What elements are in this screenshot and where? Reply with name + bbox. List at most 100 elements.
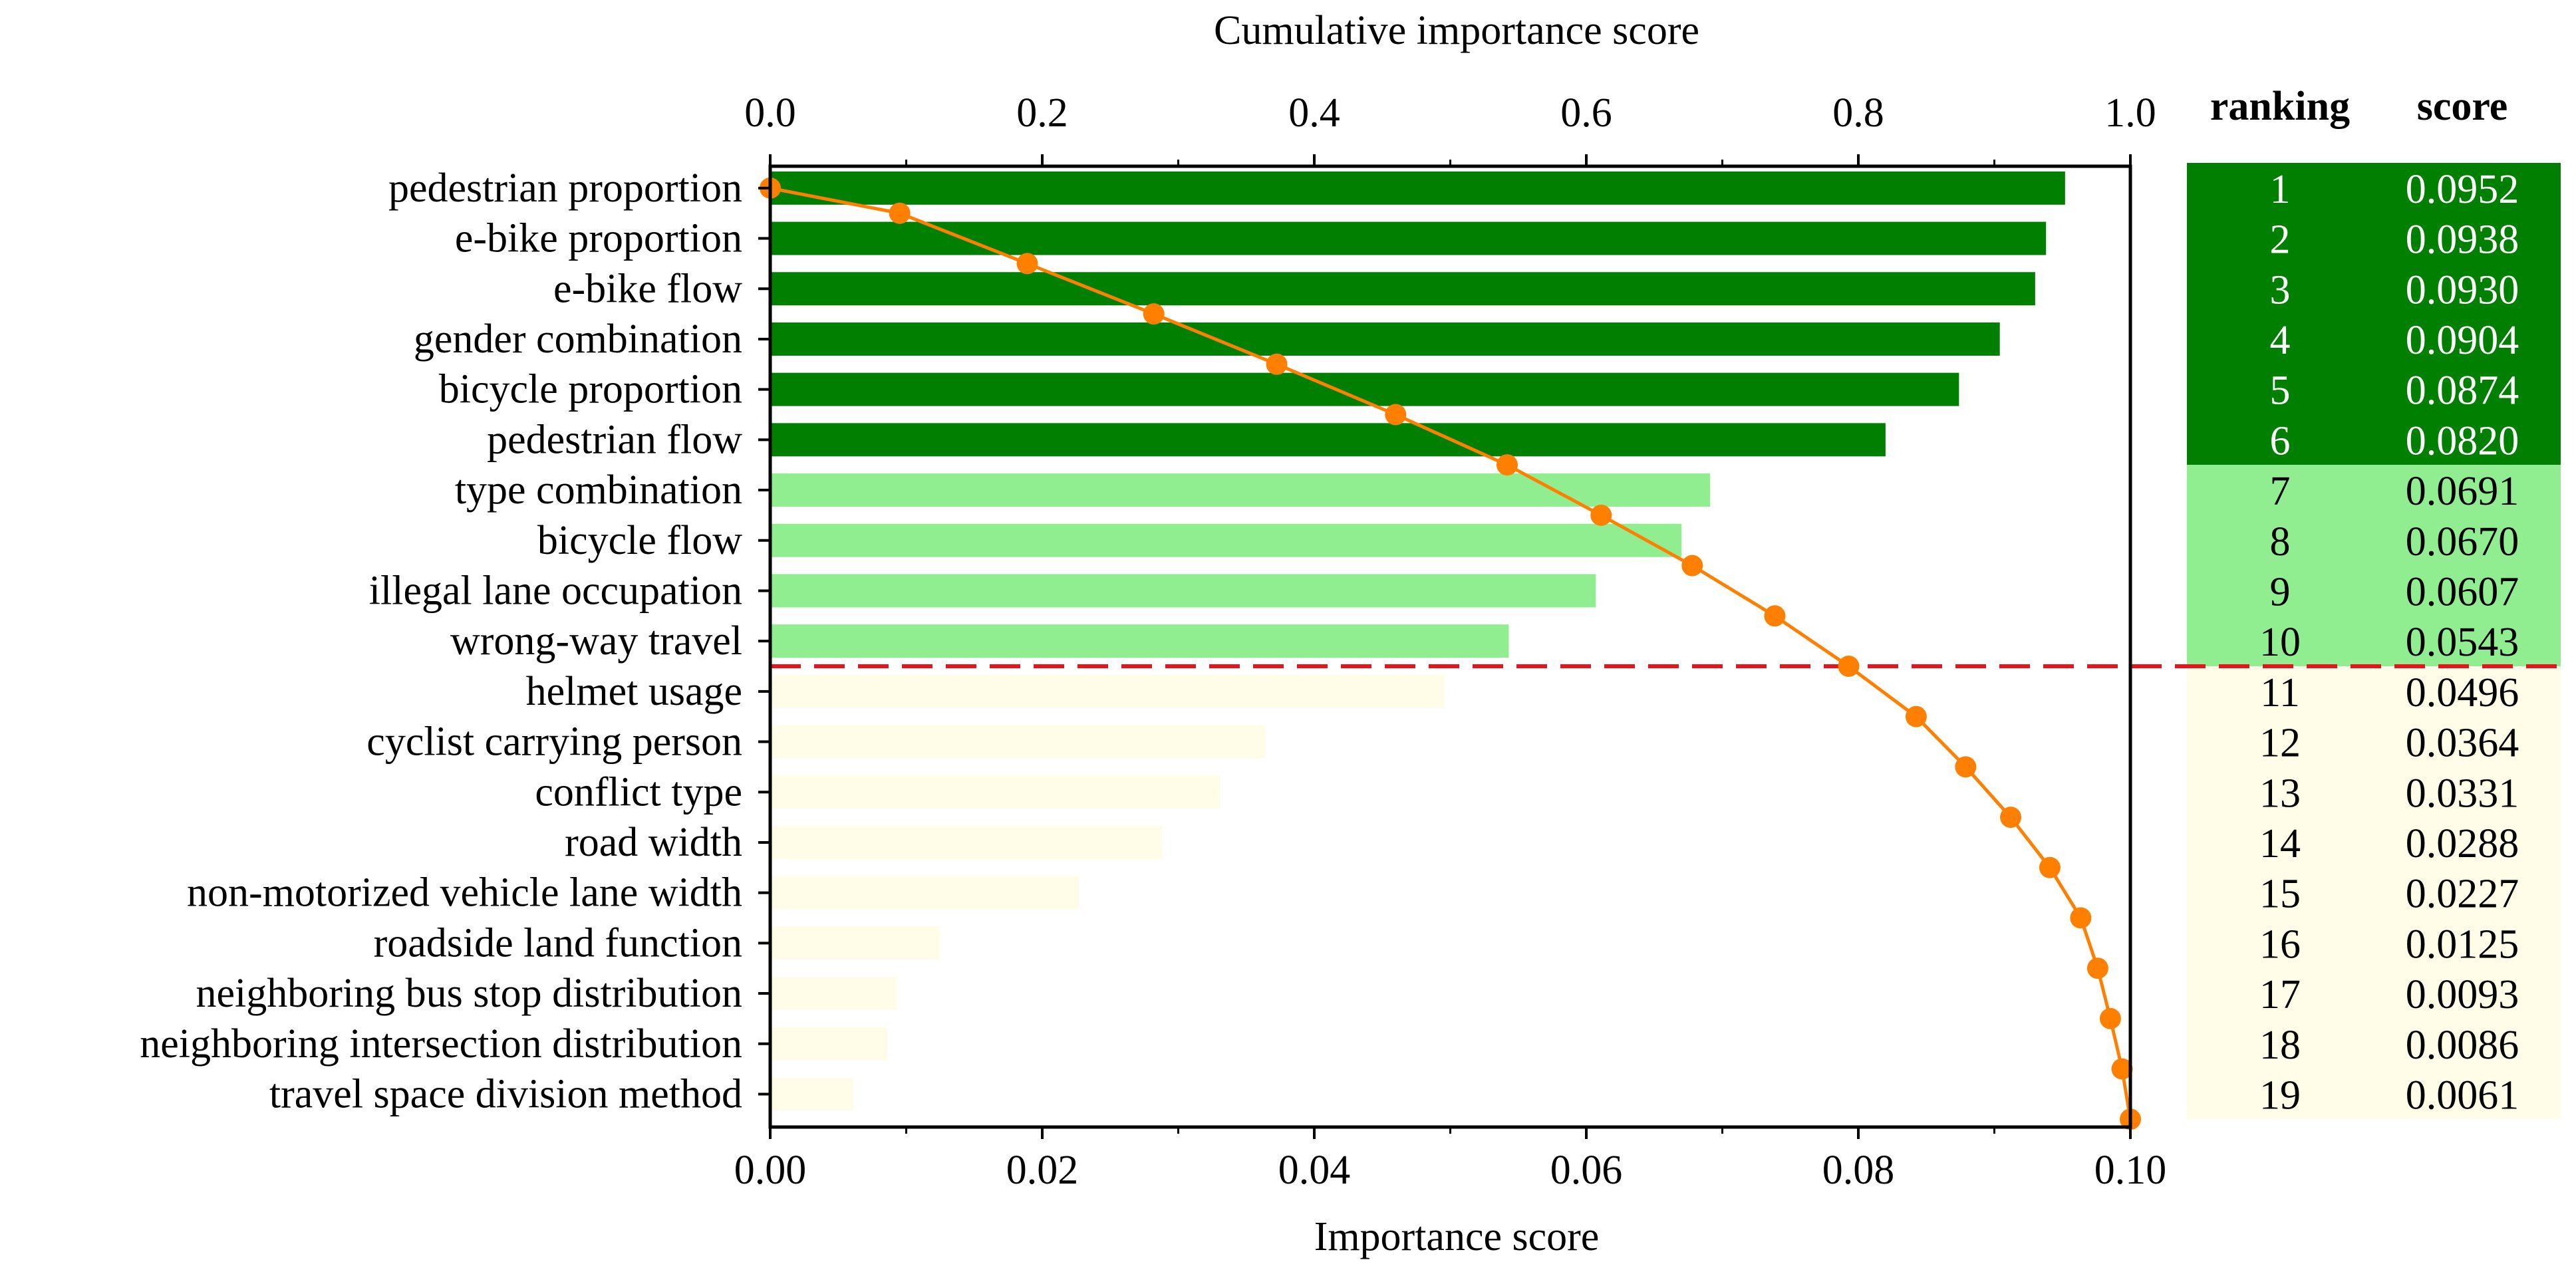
bottom-tick-label-3: 0.06 bbox=[1550, 1148, 1623, 1193]
table-background bbox=[2187, 163, 2561, 1120]
top-tick-label-2: 0.4 bbox=[1288, 90, 1340, 136]
score-column-header: score bbox=[2417, 84, 2508, 129]
bar-3 bbox=[770, 272, 2035, 306]
category-label-5: bicycle proportion bbox=[439, 367, 742, 412]
score-cell-16: 0.0125 bbox=[2406, 922, 2519, 967]
ranking-cell-12: 12 bbox=[2259, 721, 2301, 766]
bar-4 bbox=[770, 322, 2000, 356]
bar-11 bbox=[770, 674, 1445, 708]
cumulative-point-17 bbox=[2099, 1007, 2121, 1029]
ranking-cell-11: 11 bbox=[2260, 670, 2300, 715]
bottom-axis-title: Importance score bbox=[1314, 1214, 1600, 1259]
ranking-cell-9: 9 bbox=[2270, 569, 2291, 614]
category-label-16: roadside land function bbox=[374, 920, 742, 965]
score-cell-9: 0.0607 bbox=[2406, 569, 2519, 614]
score-cell-6: 0.0820 bbox=[2406, 418, 2519, 463]
ranking-cell-4: 4 bbox=[2270, 318, 2291, 363]
score-cell-12: 0.0364 bbox=[2406, 721, 2519, 766]
ranking-cell-17: 17 bbox=[2259, 972, 2301, 1017]
bar-12 bbox=[770, 725, 1266, 759]
ranking-cell-18: 18 bbox=[2259, 1023, 2301, 1068]
bars bbox=[770, 171, 2065, 1111]
ranking-cell-6: 6 bbox=[2270, 418, 2291, 463]
score-cell-4: 0.0904 bbox=[2406, 318, 2519, 363]
cumulative-point-8 bbox=[1681, 555, 1703, 576]
cumulative-point-13 bbox=[2000, 807, 2022, 828]
bar-16 bbox=[770, 926, 940, 960]
score-cell-19: 0.0061 bbox=[2406, 1073, 2519, 1118]
category-labels: pedestrian proportion e-bike proportion e-… bbox=[140, 166, 770, 1116]
category-label-3: e-bike flow bbox=[553, 266, 742, 311]
bottom-axis: 0.00 0.02 0.04 0.06 0.08 0.10 bbox=[734, 1127, 2167, 1193]
bottom-tick-label-0: 0.00 bbox=[734, 1148, 807, 1193]
cumulative-point-15 bbox=[2070, 907, 2092, 929]
top-tick-label-4: 0.8 bbox=[1832, 90, 1884, 136]
bar-6 bbox=[770, 423, 1886, 457]
cumulative-point-14 bbox=[2039, 856, 2061, 878]
category-label-18: neighboring intersection distribution bbox=[140, 1021, 742, 1067]
top-tick-label-1: 0.2 bbox=[1016, 90, 1068, 136]
bottom-tick-label-4: 0.08 bbox=[1822, 1148, 1895, 1193]
ranking-cell-1: 1 bbox=[2270, 167, 2291, 212]
ranking-cell-7: 7 bbox=[2270, 469, 2291, 514]
ranking-cell-15: 15 bbox=[2259, 872, 2301, 917]
cumulative-point-7 bbox=[1590, 504, 1612, 526]
cumulative-point-5 bbox=[1385, 404, 1407, 426]
cumulative-series bbox=[760, 177, 2141, 1130]
category-label-15: non-motorized vehicle lane width bbox=[187, 870, 742, 916]
bottom-tick-label-1: 0.02 bbox=[1006, 1148, 1079, 1193]
score-cell-10: 0.0543 bbox=[2406, 620, 2519, 665]
category-label-11: helmet usage bbox=[526, 669, 742, 714]
category-label-7: type combination bbox=[455, 467, 742, 513]
cumulative-point-2 bbox=[1016, 253, 1038, 275]
bottom-tick-label-2: 0.04 bbox=[1278, 1148, 1351, 1193]
top-axis: 0.0 0.2 0.4 0.6 0.8 1.0 bbox=[744, 90, 2156, 166]
top-tick-label-5: 1.0 bbox=[2104, 90, 2156, 136]
category-label-8: bicycle flow bbox=[537, 518, 742, 563]
score-cell-2: 0.0938 bbox=[2406, 217, 2519, 263]
ranking-cell-14: 14 bbox=[2259, 821, 2301, 866]
cumulative-point-11 bbox=[1905, 705, 1927, 727]
ranking-cell-13: 13 bbox=[2259, 771, 2301, 816]
score-cell-7: 0.0691 bbox=[2406, 469, 2519, 514]
bottom-tick-label-5: 0.10 bbox=[2094, 1148, 2167, 1193]
table-group-background-3 bbox=[2187, 666, 2561, 1120]
category-label-12: cyclist carrying person bbox=[366, 719, 742, 765]
ranking-cell-5: 5 bbox=[2270, 368, 2291, 414]
table-group-background-2 bbox=[2187, 465, 2561, 666]
bar-10 bbox=[770, 624, 1509, 658]
cumulative-point-16 bbox=[2086, 957, 2108, 979]
category-label-10: wrong-way travel bbox=[450, 618, 742, 664]
category-label-9: illegal lane occupation bbox=[369, 568, 742, 613]
ranking-table: 1 0.0952 2 0.0938 3 0.0930 4 0.0904 5 0.0874 6 0.08… bbox=[2259, 167, 2519, 1118]
category-label-1: pedestrian proportion bbox=[388, 166, 742, 211]
score-cell-18: 0.0086 bbox=[2406, 1023, 2519, 1068]
category-label-4: gender combination bbox=[414, 317, 742, 362]
cumulative-point-6 bbox=[1496, 454, 1518, 476]
bar-13 bbox=[770, 775, 1220, 809]
bar-17 bbox=[770, 977, 897, 1011]
score-cell-5: 0.0874 bbox=[2406, 368, 2519, 414]
score-cell-11: 0.0496 bbox=[2406, 670, 2519, 715]
ranking-column-header: ranking bbox=[2210, 84, 2350, 129]
score-cell-13: 0.0331 bbox=[2406, 771, 2519, 816]
cumulative-point-18 bbox=[2111, 1058, 2133, 1080]
cumulative-point-3 bbox=[1143, 303, 1165, 325]
category-label-19: travel space division method bbox=[269, 1071, 742, 1116]
bar-18 bbox=[770, 1027, 887, 1061]
bar-19 bbox=[770, 1077, 853, 1111]
category-label-14: road width bbox=[565, 820, 742, 865]
category-label-17: neighboring bus stop distribution bbox=[196, 971, 743, 1016]
top-tick-label-0: 0.0 bbox=[744, 90, 796, 136]
cumulative-point-12 bbox=[1955, 756, 1977, 778]
ranking-cell-19: 19 bbox=[2259, 1073, 2301, 1118]
ranking-cell-2: 2 bbox=[2270, 217, 2291, 263]
bar-14 bbox=[770, 825, 1162, 859]
cumulative-point-1 bbox=[889, 202, 911, 224]
bar-7 bbox=[770, 473, 1711, 507]
bar-1 bbox=[770, 171, 2065, 205]
cumulative-point-10 bbox=[1838, 656, 1860, 677]
category-label-13: conflict type bbox=[535, 769, 742, 815]
score-cell-8: 0.0670 bbox=[2406, 519, 2519, 565]
bar-15 bbox=[770, 876, 1079, 910]
